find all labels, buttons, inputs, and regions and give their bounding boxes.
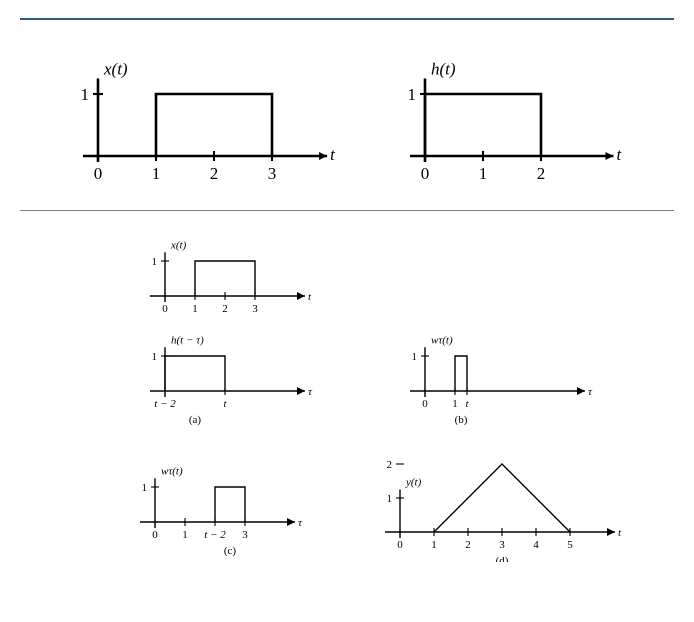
y-tick-label: 1 (152, 351, 158, 363)
x-tick-label: 2 (465, 539, 471, 551)
x-tick-label: 3 (499, 539, 505, 551)
plot-title: x(t) (103, 60, 128, 79)
x-tick-label: 3 (252, 303, 258, 315)
axis-var-label: t (330, 145, 336, 164)
triangle-curve (434, 464, 570, 532)
plot-title: y(t) (405, 477, 422, 489)
axis-var-label: t (308, 291, 312, 303)
x-tick-label: 0 (152, 529, 158, 541)
x-tick-label: 0 (421, 164, 430, 183)
x-tick-label: 0 (397, 539, 403, 551)
plot-title: wτ(t) (431, 334, 453, 346)
y-tick-label: 1 (81, 85, 90, 104)
x-tick-label: 5 (567, 539, 573, 551)
axis-var-label: t (618, 527, 622, 539)
plot-title: wτ(t) (161, 465, 183, 477)
y-tick-label: 1 (387, 493, 393, 505)
x-tick-label: 2 (210, 164, 219, 183)
x-tick-label: 1 (152, 164, 161, 183)
plot-a-h: τ t − 2 t 1 h(t − τ) (a) (110, 316, 330, 426)
axis-var-label: τ (308, 386, 313, 398)
y-tick-label: 1 (412, 351, 418, 363)
plot-h-of-t: t 0 1 2 1 h(t) (370, 26, 640, 196)
sublabel: (a) (189, 414, 202, 426)
plot-x-of-t: t 0 1 2 3 1 x(t) (30, 26, 340, 196)
x-tick-label: 3 (242, 529, 248, 541)
x-tick-label: 1 (479, 164, 488, 183)
y-tick-label: 1 (408, 85, 417, 104)
bottom-grid: t01231x(t) τt − 2t1h(t − τ)(a) τ01t1wτ(t… (110, 221, 694, 562)
axis-var-label: τ (298, 517, 303, 529)
top-row: t 0 1 2 3 1 x(t) t 0 1 2 1 h(t) (30, 26, 694, 196)
axis-var-label: t (617, 145, 623, 164)
pulse-curve (195, 261, 255, 296)
pulse-curve (165, 356, 225, 391)
mid-rule (20, 210, 674, 211)
x-tick-label: 1 (431, 539, 437, 551)
x-tick-label: 0 (94, 164, 103, 183)
y-tick-label: 1 (142, 482, 148, 494)
plot-b: τ01t1wτ(t)(b) (370, 316, 610, 426)
y-tick-label: 2 (387, 459, 393, 471)
x-tick-label: 1 (452, 398, 458, 410)
x-tick-label: 0 (162, 303, 168, 315)
x-tick-label: t − 2 (154, 398, 176, 410)
x-tick-label: 1 (192, 303, 198, 315)
x-tick-label: 2 (222, 303, 228, 315)
plot-a-x: t 0 1 2 3 1 x(t) (110, 221, 330, 316)
plot-title: h(t − τ) (171, 334, 204, 346)
plot-title: h(t) (431, 60, 456, 79)
pulse-curve (425, 94, 541, 156)
sublabel: (d) (496, 555, 509, 562)
x-tick-label: 3 (268, 164, 277, 183)
top-rule (20, 18, 674, 20)
x-tick-label: t − 2 (204, 529, 226, 541)
x-tick-label: 4 (533, 539, 539, 551)
pulse-curve (156, 94, 272, 156)
x-tick-label: 2 (537, 164, 546, 183)
x-tick-label: 0 (422, 398, 428, 410)
x-tick-label: 1 (182, 529, 188, 541)
plot-title: x(t) (170, 239, 187, 251)
axis-var-label: τ (588, 386, 593, 398)
x-tick-label: t (223, 398, 227, 410)
plot-c: τ 0 1 t − 2 3 1 wτ(t) (c) (100, 442, 330, 562)
x-tick-label: t (465, 398, 469, 410)
pulse-curve (455, 356, 467, 391)
pulse-curve (215, 487, 245, 522)
y-tick-label: 1 (152, 256, 158, 268)
plot-d: t 0 1 2 3 4 5 1 2 y(t) (d) (360, 422, 640, 562)
sublabel: (c) (224, 545, 237, 557)
